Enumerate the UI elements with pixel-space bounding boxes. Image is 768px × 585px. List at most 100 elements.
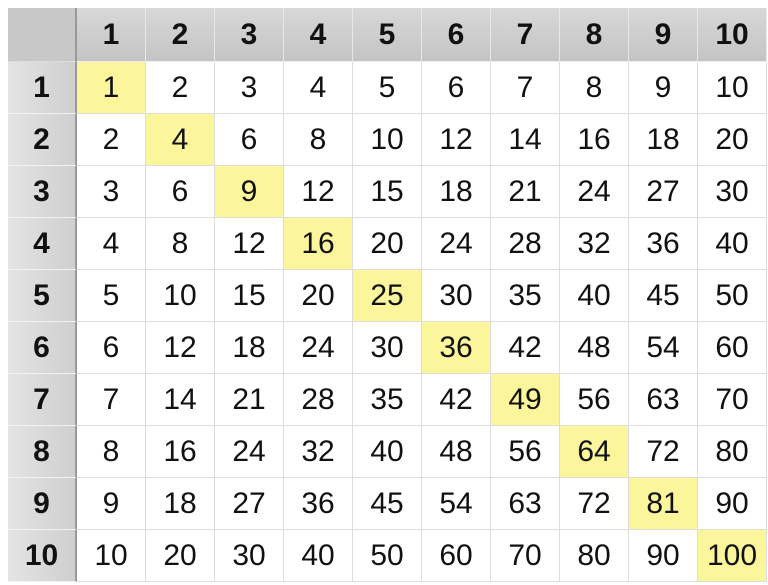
product-cell: 56 xyxy=(491,426,560,478)
product-cell: 40 xyxy=(353,426,422,478)
column-header: 8 xyxy=(560,8,629,62)
product-cell: 90 xyxy=(629,530,698,582)
product-cell: 30 xyxy=(698,166,767,218)
product-cell: 24 xyxy=(422,218,491,270)
product-cell: 18 xyxy=(215,322,284,374)
product-cell: 72 xyxy=(629,426,698,478)
product-cell: 28 xyxy=(284,374,353,426)
product-cell: 48 xyxy=(422,426,491,478)
product-cell: 80 xyxy=(698,426,767,478)
multiplication-table: 1 2 3 4 5 6 7 8 9 10 1 1 2 3 4 5 6 7 8 9 10 2 2 4 6 8 10 12 14 16 18 20… xyxy=(8,8,767,582)
column-header: 9 xyxy=(629,8,698,62)
square-cell: 49 xyxy=(491,374,560,426)
row-header: 5 xyxy=(8,270,77,322)
product-cell: 48 xyxy=(560,322,629,374)
product-cell: 21 xyxy=(491,166,560,218)
product-cell: 56 xyxy=(560,374,629,426)
product-cell: 80 xyxy=(560,530,629,582)
product-cell: 45 xyxy=(353,478,422,530)
product-cell: 12 xyxy=(284,166,353,218)
product-cell: 8 xyxy=(146,218,215,270)
product-cell: 10 xyxy=(146,270,215,322)
product-cell: 63 xyxy=(629,374,698,426)
row-header: 1 xyxy=(8,62,77,114)
product-cell: 3 xyxy=(77,166,146,218)
row-header: 9 xyxy=(8,478,77,530)
product-cell: 30 xyxy=(422,270,491,322)
product-cell: 4 xyxy=(77,218,146,270)
product-cell: 40 xyxy=(284,530,353,582)
product-cell: 5 xyxy=(353,62,422,114)
product-cell: 18 xyxy=(629,114,698,166)
product-cell: 36 xyxy=(629,218,698,270)
product-cell: 15 xyxy=(215,270,284,322)
square-cell: 16 xyxy=(284,218,353,270)
row-header: 4 xyxy=(8,218,77,270)
column-header: 3 xyxy=(215,8,284,62)
product-cell: 28 xyxy=(491,218,560,270)
product-cell: 10 xyxy=(353,114,422,166)
product-cell: 63 xyxy=(491,478,560,530)
product-cell: 14 xyxy=(491,114,560,166)
product-cell: 18 xyxy=(422,166,491,218)
product-cell: 27 xyxy=(215,478,284,530)
product-cell: 9 xyxy=(629,62,698,114)
product-cell: 24 xyxy=(215,426,284,478)
product-cell: 15 xyxy=(353,166,422,218)
product-cell: 18 xyxy=(146,478,215,530)
product-cell: 8 xyxy=(284,114,353,166)
product-cell: 8 xyxy=(77,426,146,478)
corner-cell xyxy=(8,8,77,62)
product-cell: 45 xyxy=(629,270,698,322)
product-cell: 70 xyxy=(491,530,560,582)
product-cell: 20 xyxy=(146,530,215,582)
product-cell: 24 xyxy=(560,166,629,218)
product-cell: 10 xyxy=(698,62,767,114)
product-cell: 6 xyxy=(146,166,215,218)
row-header: 3 xyxy=(8,166,77,218)
product-cell: 20 xyxy=(284,270,353,322)
product-cell: 36 xyxy=(284,478,353,530)
product-cell: 72 xyxy=(560,478,629,530)
row-header: 2 xyxy=(8,114,77,166)
product-cell: 30 xyxy=(215,530,284,582)
product-cell: 6 xyxy=(215,114,284,166)
product-cell: 54 xyxy=(629,322,698,374)
product-cell: 14 xyxy=(146,374,215,426)
square-cell: 36 xyxy=(422,322,491,374)
product-cell: 54 xyxy=(422,478,491,530)
product-cell: 16 xyxy=(560,114,629,166)
product-cell: 35 xyxy=(353,374,422,426)
product-cell: 32 xyxy=(560,218,629,270)
product-cell: 3 xyxy=(215,62,284,114)
column-header: 2 xyxy=(146,8,215,62)
product-cell: 12 xyxy=(146,322,215,374)
product-cell: 7 xyxy=(491,62,560,114)
product-cell: 12 xyxy=(215,218,284,270)
product-cell: 2 xyxy=(146,62,215,114)
column-header: 4 xyxy=(284,8,353,62)
square-cell: 81 xyxy=(629,478,698,530)
product-cell: 35 xyxy=(491,270,560,322)
product-cell: 6 xyxy=(422,62,491,114)
column-header: 5 xyxy=(353,8,422,62)
product-cell: 10 xyxy=(77,530,146,582)
column-header: 6 xyxy=(422,8,491,62)
product-cell: 9 xyxy=(77,478,146,530)
product-cell: 20 xyxy=(698,114,767,166)
column-header: 10 xyxy=(698,8,767,62)
product-cell: 27 xyxy=(629,166,698,218)
product-cell: 21 xyxy=(215,374,284,426)
row-header: 8 xyxy=(8,426,77,478)
product-cell: 90 xyxy=(698,478,767,530)
square-cell: 25 xyxy=(353,270,422,322)
product-cell: 16 xyxy=(146,426,215,478)
product-cell: 30 xyxy=(353,322,422,374)
product-cell: 24 xyxy=(284,322,353,374)
square-cell: 1 xyxy=(77,62,146,114)
column-header: 7 xyxy=(491,8,560,62)
product-cell: 5 xyxy=(77,270,146,322)
product-cell: 2 xyxy=(77,114,146,166)
square-cell: 4 xyxy=(146,114,215,166)
product-cell: 42 xyxy=(491,322,560,374)
